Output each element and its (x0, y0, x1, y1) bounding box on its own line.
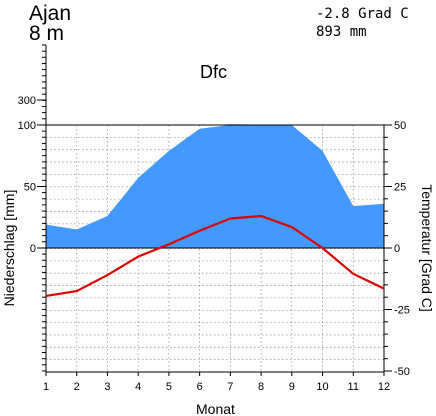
x-tick-label: 2 (74, 381, 80, 393)
y-axis-label-right: Temperatur [Grad C] (419, 184, 435, 312)
temperature-series (45, 214, 385, 298)
y-axis-label-left: Niederschlag [mm] (1, 190, 17, 307)
x-tick-label: 3 (104, 381, 110, 393)
left-tick-label: 100 (18, 120, 36, 132)
x-tick-label: 9 (289, 381, 295, 393)
x-tick-label: 12 (378, 381, 390, 393)
climate-class: Dfc (200, 62, 227, 82)
right-tick-label: -25 (394, 305, 410, 317)
precipitation-area (46, 125, 384, 248)
mean-temperature: -2.8 Grad C (316, 6, 409, 22)
left-tick-label: 300 (18, 95, 36, 107)
x-tick-label: 4 (135, 381, 141, 393)
station-name: Ajan (29, 2, 71, 25)
right-tick-label: 0 (394, 243, 400, 255)
right-tick-label: 25 (394, 182, 406, 194)
precipitation-series (46, 124, 384, 248)
right-tick-label: -50 (394, 366, 410, 378)
left-tick-label: 50 (24, 182, 36, 194)
x-tick-label: 11 (348, 381, 359, 393)
x-tick-label: 1 (43, 381, 49, 393)
left-tick-label: 0 (30, 243, 36, 255)
x-tick-label: 7 (227, 381, 233, 393)
station-elevation: 8 m (29, 22, 64, 45)
x-tick-label: 10 (316, 381, 328, 393)
temperature-line (45, 214, 385, 298)
right-tick-label: 50 (394, 120, 406, 132)
x-axis-label: Monat (196, 401, 235, 416)
x-tick-label: 6 (197, 381, 203, 393)
x-tick-label: 8 (258, 381, 264, 393)
annual-precipitation: 893 mm (316, 24, 367, 40)
x-tick-label: 5 (166, 381, 172, 393)
